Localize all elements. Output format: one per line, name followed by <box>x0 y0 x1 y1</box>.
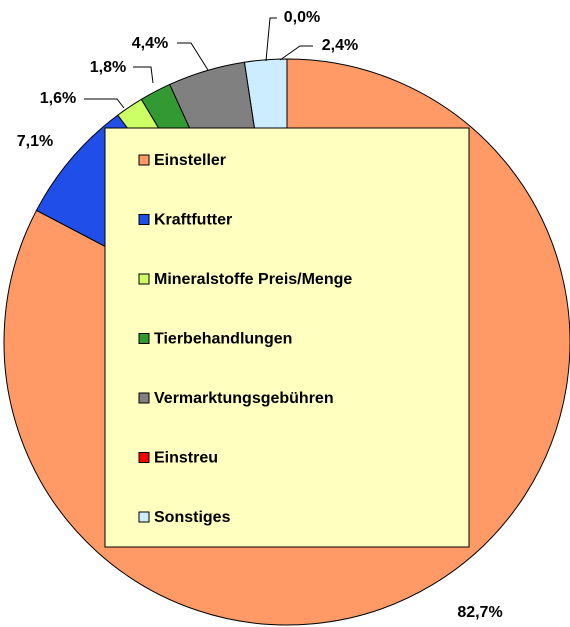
legend-swatch <box>138 392 150 404</box>
data-label: 82,7% <box>457 604 502 621</box>
data-label: 2,4% <box>322 37 358 54</box>
legend-swatch <box>138 154 150 166</box>
leader-line <box>177 42 209 71</box>
legend-box <box>104 127 470 548</box>
legend-swatch <box>138 333 150 344</box>
data-label: 1,6% <box>40 90 76 107</box>
data-label: 1,8% <box>90 59 126 76</box>
legend-label: Mineralstoffe Preis/Menge <box>154 271 352 288</box>
leader-line <box>265 17 277 62</box>
legend-label: Vermarktungsgebühren <box>154 390 334 407</box>
legend-label: Tierbehandlungen <box>154 331 292 348</box>
legend-label: Einstreu <box>154 450 218 467</box>
legend-swatch <box>138 273 150 285</box>
leader-line <box>279 45 313 61</box>
leader-line <box>133 66 154 84</box>
legend-label: Einsteller <box>154 152 226 169</box>
data-label: 7,1% <box>17 133 53 150</box>
legend-swatch <box>138 214 150 225</box>
legend-label: Kraftfutter <box>154 212 232 229</box>
data-label: 0,0% <box>284 9 320 26</box>
data-label: 4,4% <box>132 35 168 52</box>
legend-swatch <box>138 452 150 463</box>
leader-line <box>84 98 125 109</box>
legend-label: Sonstiges <box>154 509 231 526</box>
legend-swatch <box>138 511 150 523</box>
